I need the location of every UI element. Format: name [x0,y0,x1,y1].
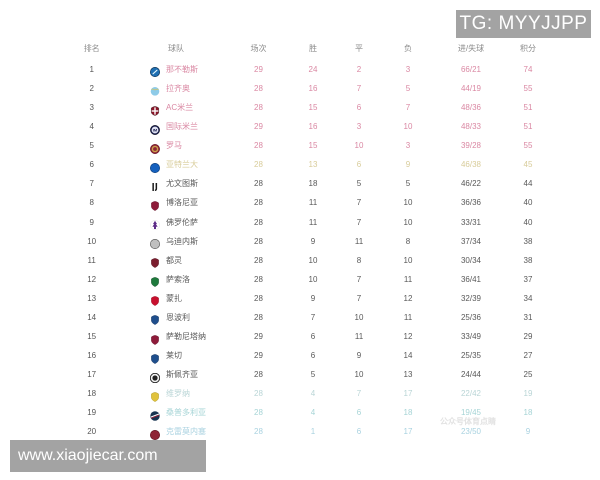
svg-text:IM: IM [152,127,157,132]
